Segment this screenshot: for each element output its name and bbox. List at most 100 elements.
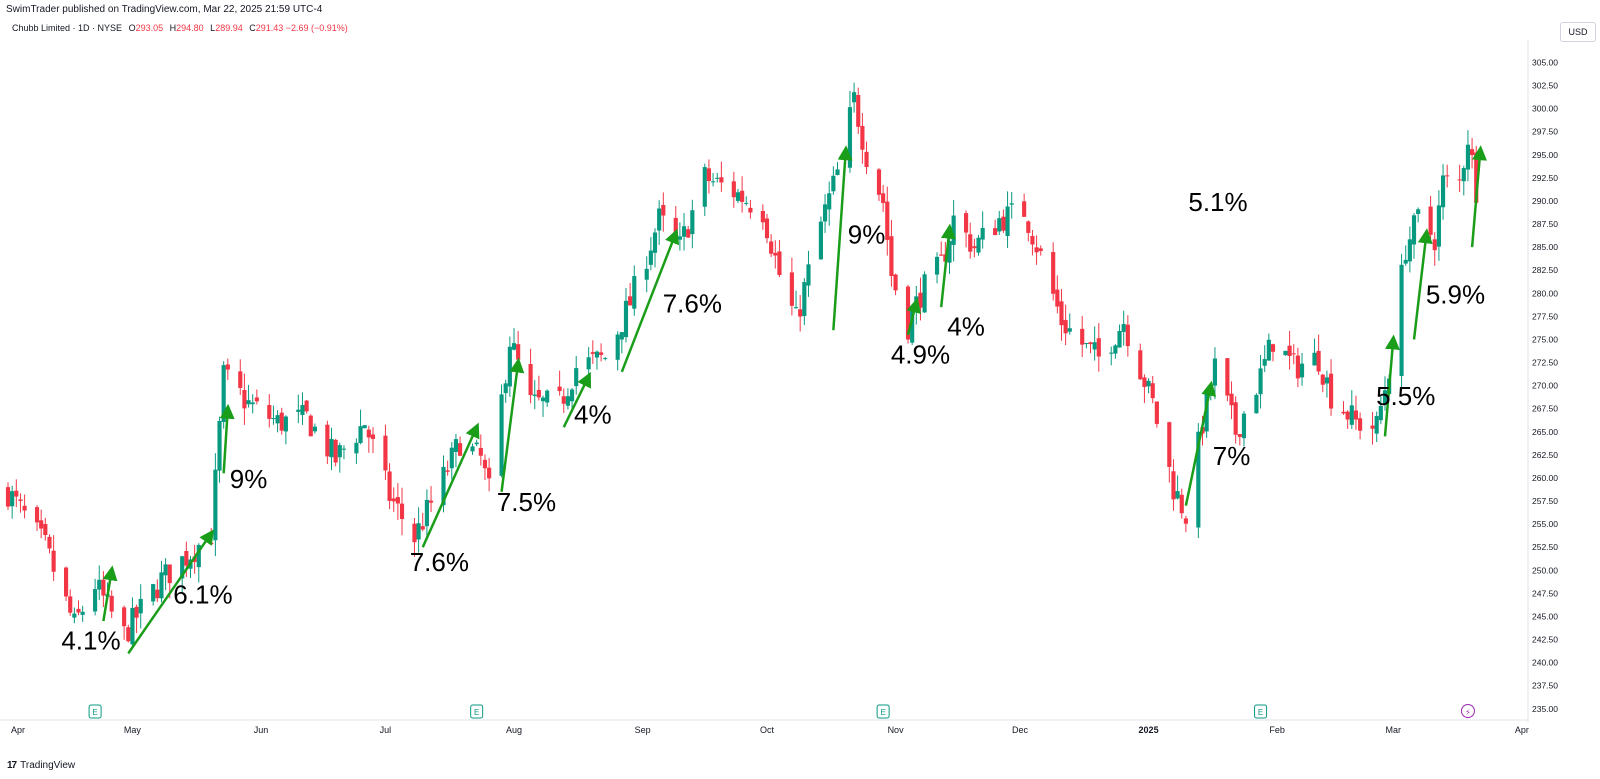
close-value: 291.43 −2.69 (−0.91%) bbox=[255, 23, 348, 33]
candle-body bbox=[1316, 350, 1321, 372]
candle-body bbox=[1241, 413, 1247, 439]
high-label: H bbox=[169, 23, 177, 33]
candle-body bbox=[910, 309, 915, 343]
candle-body bbox=[976, 237, 981, 253]
percent-gain-label: 9% bbox=[230, 464, 268, 494]
candle-body bbox=[590, 352, 595, 354]
percent-gain-label: 7.6% bbox=[410, 547, 469, 577]
candle-body bbox=[97, 579, 102, 590]
percent-gain-label: 4% bbox=[574, 399, 612, 429]
candle-body bbox=[769, 241, 774, 254]
candle-body bbox=[1416, 209, 1421, 214]
candle-body bbox=[1403, 259, 1408, 264]
candle-body bbox=[1233, 402, 1238, 435]
candle-body bbox=[1470, 149, 1475, 156]
candle-body bbox=[536, 390, 541, 398]
price-tick-label: 262.50 bbox=[1532, 450, 1558, 460]
candle-body bbox=[1440, 175, 1446, 208]
candle-body bbox=[1088, 342, 1093, 345]
candle-body bbox=[163, 564, 168, 576]
candle-body bbox=[690, 210, 695, 235]
percent-gain-label: 5.5% bbox=[1376, 381, 1435, 411]
trend-arrow bbox=[421, 422, 480, 548]
candle-body bbox=[1399, 264, 1404, 376]
candle-body bbox=[51, 550, 56, 572]
candle-body bbox=[76, 608, 81, 613]
candle-body bbox=[673, 217, 678, 236]
candle-body bbox=[474, 442, 479, 445]
candle-body bbox=[764, 218, 770, 239]
candle-body bbox=[632, 276, 637, 309]
candle-body bbox=[1113, 345, 1118, 354]
candle-body bbox=[275, 415, 280, 424]
percent-gain-label: 5.9% bbox=[1426, 279, 1485, 309]
earnings-marker-label: E bbox=[1258, 708, 1263, 717]
trend-arrow bbox=[832, 145, 853, 331]
percent-gain-label: 6.1% bbox=[173, 579, 232, 609]
candle-body bbox=[1461, 168, 1466, 182]
candle-body bbox=[574, 368, 579, 387]
candle-body bbox=[615, 334, 620, 360]
candle-body bbox=[63, 567, 69, 597]
price-tick-label: 257.50 bbox=[1532, 496, 1558, 506]
candle-body bbox=[445, 470, 450, 472]
price-tick-label: 260.00 bbox=[1532, 473, 1558, 483]
candle-body bbox=[619, 332, 624, 340]
candle-body bbox=[453, 439, 459, 452]
candle-body bbox=[528, 364, 533, 396]
low-value: 289.94 bbox=[215, 23, 243, 33]
trend-arrow bbox=[906, 297, 922, 336]
candle-body bbox=[1175, 491, 1180, 499]
price-tick-label: 280.00 bbox=[1532, 288, 1558, 298]
candle-body bbox=[511, 343, 517, 350]
candle-body bbox=[1374, 416, 1379, 434]
candle-body bbox=[14, 490, 19, 497]
time-tick-label: Mar bbox=[1386, 725, 1402, 735]
candle-body bbox=[10, 491, 15, 507]
candle-body bbox=[138, 598, 143, 614]
currency-button[interactable]: USD bbox=[1560, 22, 1596, 42]
candle-body bbox=[283, 416, 288, 432]
candle-body bbox=[130, 607, 135, 645]
candle-body bbox=[279, 412, 284, 431]
candle-body bbox=[540, 397, 546, 402]
candle-body bbox=[893, 274, 898, 291]
candle-body bbox=[1059, 301, 1064, 326]
candle-body bbox=[1142, 377, 1147, 387]
candle-body bbox=[760, 210, 765, 223]
price-tick-label: 242.50 bbox=[1532, 635, 1558, 645]
time-tick-label: Jun bbox=[254, 725, 269, 735]
candle-body bbox=[623, 300, 629, 338]
percent-gain-label: 9% bbox=[848, 219, 886, 249]
candle-body bbox=[980, 227, 985, 240]
candle-body bbox=[1295, 355, 1300, 379]
candle-body bbox=[1411, 215, 1417, 245]
low-label: L bbox=[210, 23, 216, 33]
trend-arrow bbox=[219, 403, 235, 474]
candle-body bbox=[652, 232, 658, 253]
candle-body bbox=[1291, 353, 1296, 355]
candle-body bbox=[155, 589, 160, 599]
candle-body bbox=[545, 390, 550, 403]
candle-body bbox=[702, 167, 707, 207]
earnings-marker-label: E bbox=[880, 708, 885, 717]
candle-body bbox=[864, 151, 869, 168]
candle-body bbox=[184, 551, 189, 566]
candle-body bbox=[312, 426, 317, 432]
footer-brand[interactable]: 17 TradingView bbox=[7, 760, 75, 771]
candle-body bbox=[39, 520, 44, 529]
candle-body bbox=[101, 579, 106, 596]
candle-body bbox=[968, 234, 973, 252]
candle-body bbox=[167, 564, 172, 584]
candle-body bbox=[681, 226, 687, 237]
candle-body bbox=[677, 236, 682, 240]
candle-body bbox=[798, 309, 803, 317]
candle-body bbox=[835, 169, 840, 175]
candle-body bbox=[1436, 205, 1441, 247]
candle-body bbox=[109, 595, 114, 612]
candle-body bbox=[93, 589, 98, 612]
price-tick-label: 300.00 bbox=[1532, 104, 1558, 114]
earnings-marker-icon bbox=[876, 704, 890, 719]
candle-body bbox=[72, 613, 77, 618]
